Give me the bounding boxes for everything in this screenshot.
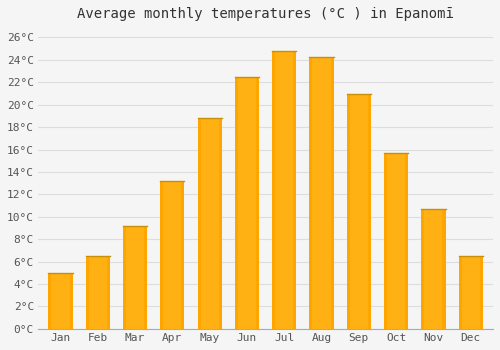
Bar xyxy=(346,93,371,329)
Bar xyxy=(123,226,147,329)
Bar xyxy=(235,77,259,329)
Bar xyxy=(200,118,218,329)
Bar xyxy=(272,51,296,329)
Bar xyxy=(350,93,368,329)
Bar xyxy=(387,153,405,329)
Bar xyxy=(88,256,107,329)
Bar xyxy=(48,273,72,329)
Bar xyxy=(384,153,408,329)
Bar xyxy=(312,57,330,329)
Bar xyxy=(462,256,480,329)
Bar xyxy=(126,226,144,329)
Bar xyxy=(310,57,334,329)
Bar xyxy=(164,181,182,329)
Bar xyxy=(424,209,442,329)
Bar xyxy=(422,209,446,329)
Bar xyxy=(86,256,110,329)
Bar xyxy=(275,51,293,329)
Bar xyxy=(458,256,483,329)
Bar xyxy=(198,118,222,329)
Title: Average monthly temperatures (°C ) in Epanomī: Average monthly temperatures (°C ) in Ep… xyxy=(77,7,454,21)
Bar xyxy=(52,273,70,329)
Bar xyxy=(238,77,256,329)
Bar xyxy=(160,181,184,329)
